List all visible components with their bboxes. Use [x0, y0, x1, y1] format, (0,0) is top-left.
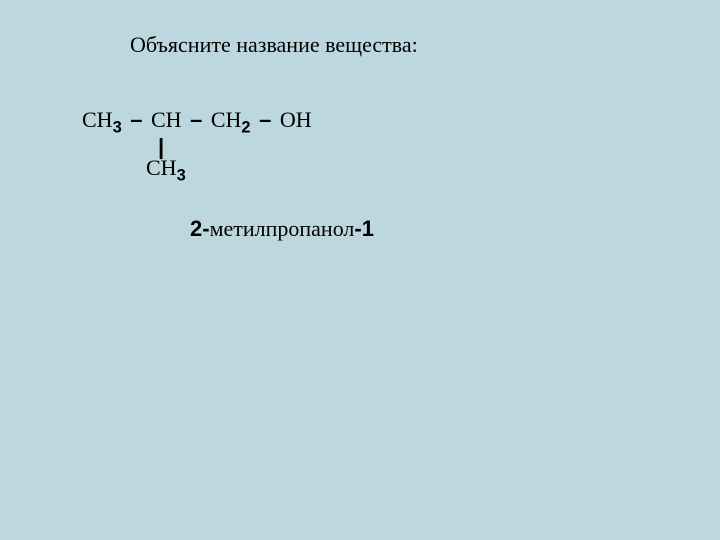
frag-ch: СН [151, 107, 182, 132]
frag-oh: ОН [280, 107, 312, 132]
branch-sub: 3 [177, 167, 186, 185]
formula-branch: СН3 [82, 154, 312, 187]
frag-ch2-sub: 2 [241, 118, 250, 136]
frag-ch3-c: СН [82, 107, 113, 132]
compound-name: 2-метилпропанол-1 [190, 216, 374, 242]
bond-3: – [256, 107, 274, 132]
slide: Объясните название вещества: СН3 – СН – … [0, 0, 720, 540]
branch-ch: СН [146, 155, 177, 180]
name-prefix: 2- [190, 216, 210, 241]
frag-ch2-c: СН [211, 107, 242, 132]
slide-title: Объясните название вещества: [130, 32, 418, 58]
chemical-formula: СН3 – СН – СН2 – ОН | СН3 [82, 106, 312, 187]
bond-2: – [187, 107, 205, 132]
bond-1: – [127, 107, 145, 132]
formula-main-chain: СН3 – СН – СН2 – ОН [82, 106, 312, 139]
frag-ch3-sub: 3 [113, 118, 122, 136]
name-suffix: -1 [354, 216, 374, 241]
name-middle: метилпропанол [210, 216, 355, 241]
formula-vertical-bond: | [82, 139, 312, 154]
